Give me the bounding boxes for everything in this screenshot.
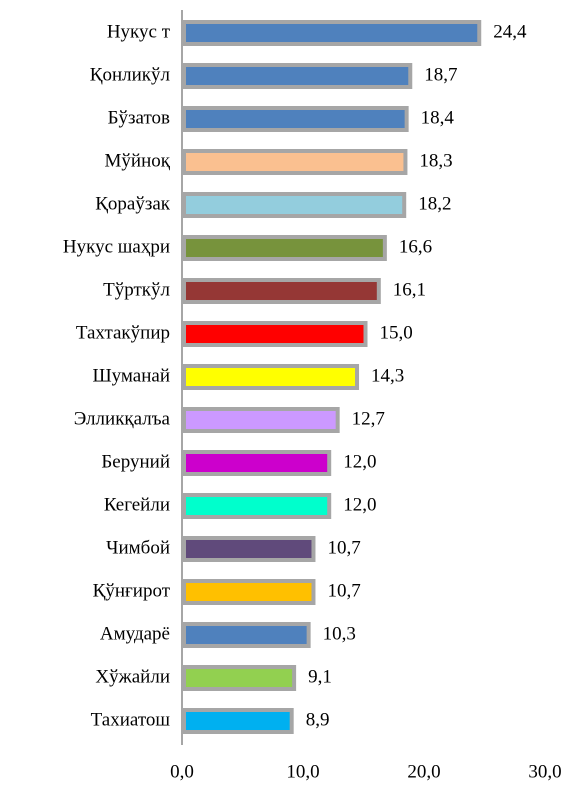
value-label: 12,0 [343, 494, 376, 515]
y-tick-label: Тахиатош [91, 709, 171, 730]
value-label: 8,9 [306, 709, 330, 730]
y-tick-label: Нукус т [107, 21, 171, 42]
y-tick-label: Шуманай [92, 365, 170, 386]
bar [182, 149, 408, 175]
y-tick-label: Қонликўл [90, 64, 171, 85]
y-tick-label: Элликқалъа [74, 408, 171, 429]
value-label: 10,3 [323, 623, 356, 644]
bar [182, 278, 381, 304]
bar [182, 450, 332, 476]
bar [182, 63, 413, 89]
value-label: 15,0 [380, 322, 413, 343]
value-label: 9,1 [308, 666, 332, 687]
value-label: 24,4 [493, 21, 527, 42]
value-label: 18,2 [418, 193, 451, 214]
bar [182, 579, 316, 605]
bar [182, 192, 407, 218]
y-tick-label: Беруний [101, 451, 170, 472]
value-label: 10,7 [327, 537, 360, 558]
y-tick-label: Тахтакўпир [76, 322, 170, 343]
x-tick-label: 30,0 [528, 761, 561, 782]
value-label: 10,7 [327, 580, 360, 601]
y-tick-label: Чимбой [106, 537, 170, 558]
y-tick-label: Қораўзак [95, 193, 171, 214]
bar [182, 407, 340, 433]
y-tick-label: Қўнғирот [93, 580, 171, 601]
bar [182, 321, 368, 347]
y-tick-label: Бўзатов [108, 107, 170, 128]
bar [182, 106, 409, 132]
value-label: 14,3 [371, 365, 404, 386]
x-tick-label: 20,0 [407, 761, 440, 782]
y-tick-label: Хўжайли [95, 666, 170, 687]
bar [182, 364, 360, 390]
bar [182, 536, 316, 562]
y-tick-label: Нукус шаҳри [63, 236, 170, 257]
bar [182, 20, 482, 46]
bar [182, 708, 294, 734]
bar [182, 235, 387, 261]
y-tick-label: Амударё [100, 623, 170, 644]
value-label: 16,6 [399, 236, 432, 257]
value-label: 18,7 [424, 64, 457, 85]
bar [182, 493, 332, 519]
value-label: 12,7 [352, 408, 385, 429]
value-label: 16,1 [393, 279, 426, 300]
y-tick-label: Кегейли [104, 494, 170, 515]
value-label: 12,0 [343, 451, 376, 472]
y-tick-label: Тўрткўл [103, 279, 170, 300]
bar [182, 622, 311, 648]
x-tick-label: 10,0 [286, 761, 319, 782]
value-label: 18,3 [419, 150, 452, 171]
x-tick-label: 0,0 [170, 761, 194, 782]
bar [182, 665, 297, 691]
value-label: 18,4 [421, 107, 455, 128]
y-tick-label: Мўйноқ [105, 150, 171, 171]
